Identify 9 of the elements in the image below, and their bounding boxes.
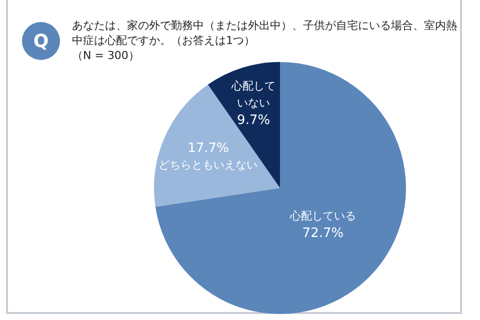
- slice-label: どちらともいえない: [158, 158, 258, 172]
- data-label: 72.7%: [302, 226, 344, 241]
- data-label: 17.7%: [188, 140, 229, 156]
- slice-label: 心配している: [288, 209, 356, 222]
- chart-title: あなたは、家の外で勤務中（または外出中）、子供が自宅にいる場合、室内熱中症は心配ですか。（お答えは1つ）: [72, 18, 458, 48]
- data-label: 9.7%: [237, 113, 270, 128]
- slice-label: 心配していない: [230, 80, 276, 110]
- chart-subtitle: （N = 300）: [72, 48, 140, 63]
- q-badge: Q: [22, 22, 60, 60]
